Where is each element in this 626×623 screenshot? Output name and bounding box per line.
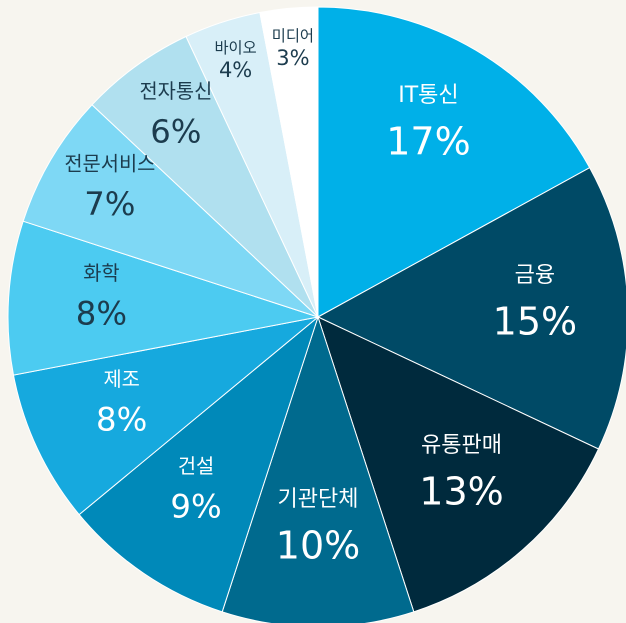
slice-label: 금융 bbox=[515, 263, 555, 288]
pie-slice bbox=[7, 220, 319, 376]
slice-value-label: 13% bbox=[419, 469, 503, 513]
pie-slice bbox=[221, 315, 415, 623]
slice-label: 화학 bbox=[83, 262, 119, 285]
slice-value-label: 9% bbox=[170, 487, 221, 525]
slice-value-label: 8% bbox=[76, 294, 127, 332]
slice-label: IT통신 bbox=[398, 83, 458, 108]
pie-slice bbox=[316, 166, 626, 450]
slice-value-label: 4% bbox=[219, 58, 252, 82]
pie-slice bbox=[12, 316, 319, 516]
pie-slice bbox=[78, 315, 320, 613]
slice-label: 유통판매 bbox=[421, 433, 502, 458]
pie-slice bbox=[22, 104, 319, 318]
slice-value-label: 10% bbox=[276, 524, 360, 568]
slice-value-label: 3% bbox=[276, 46, 309, 70]
slice-value-label: 17% bbox=[386, 120, 470, 164]
slice-value-label: 8% bbox=[96, 400, 147, 438]
slice-value-label: 6% bbox=[150, 112, 201, 150]
pie-slice bbox=[317, 6, 591, 318]
slice-label: 바이오 bbox=[214, 39, 256, 57]
pie-slice bbox=[317, 316, 600, 613]
slice-label: 전자통신 bbox=[139, 80, 212, 103]
slice-label: 기관단체 bbox=[278, 487, 359, 512]
slice-label: 제조 bbox=[103, 368, 139, 391]
slice-label: 미디어 bbox=[272, 27, 314, 45]
slice-label: 전문서비스 bbox=[64, 153, 155, 176]
pie-slice bbox=[259, 6, 319, 318]
slice-value-label: 7% bbox=[84, 185, 135, 223]
slice-label: 건설 bbox=[178, 455, 214, 478]
slice-value-label: 15% bbox=[493, 300, 577, 344]
